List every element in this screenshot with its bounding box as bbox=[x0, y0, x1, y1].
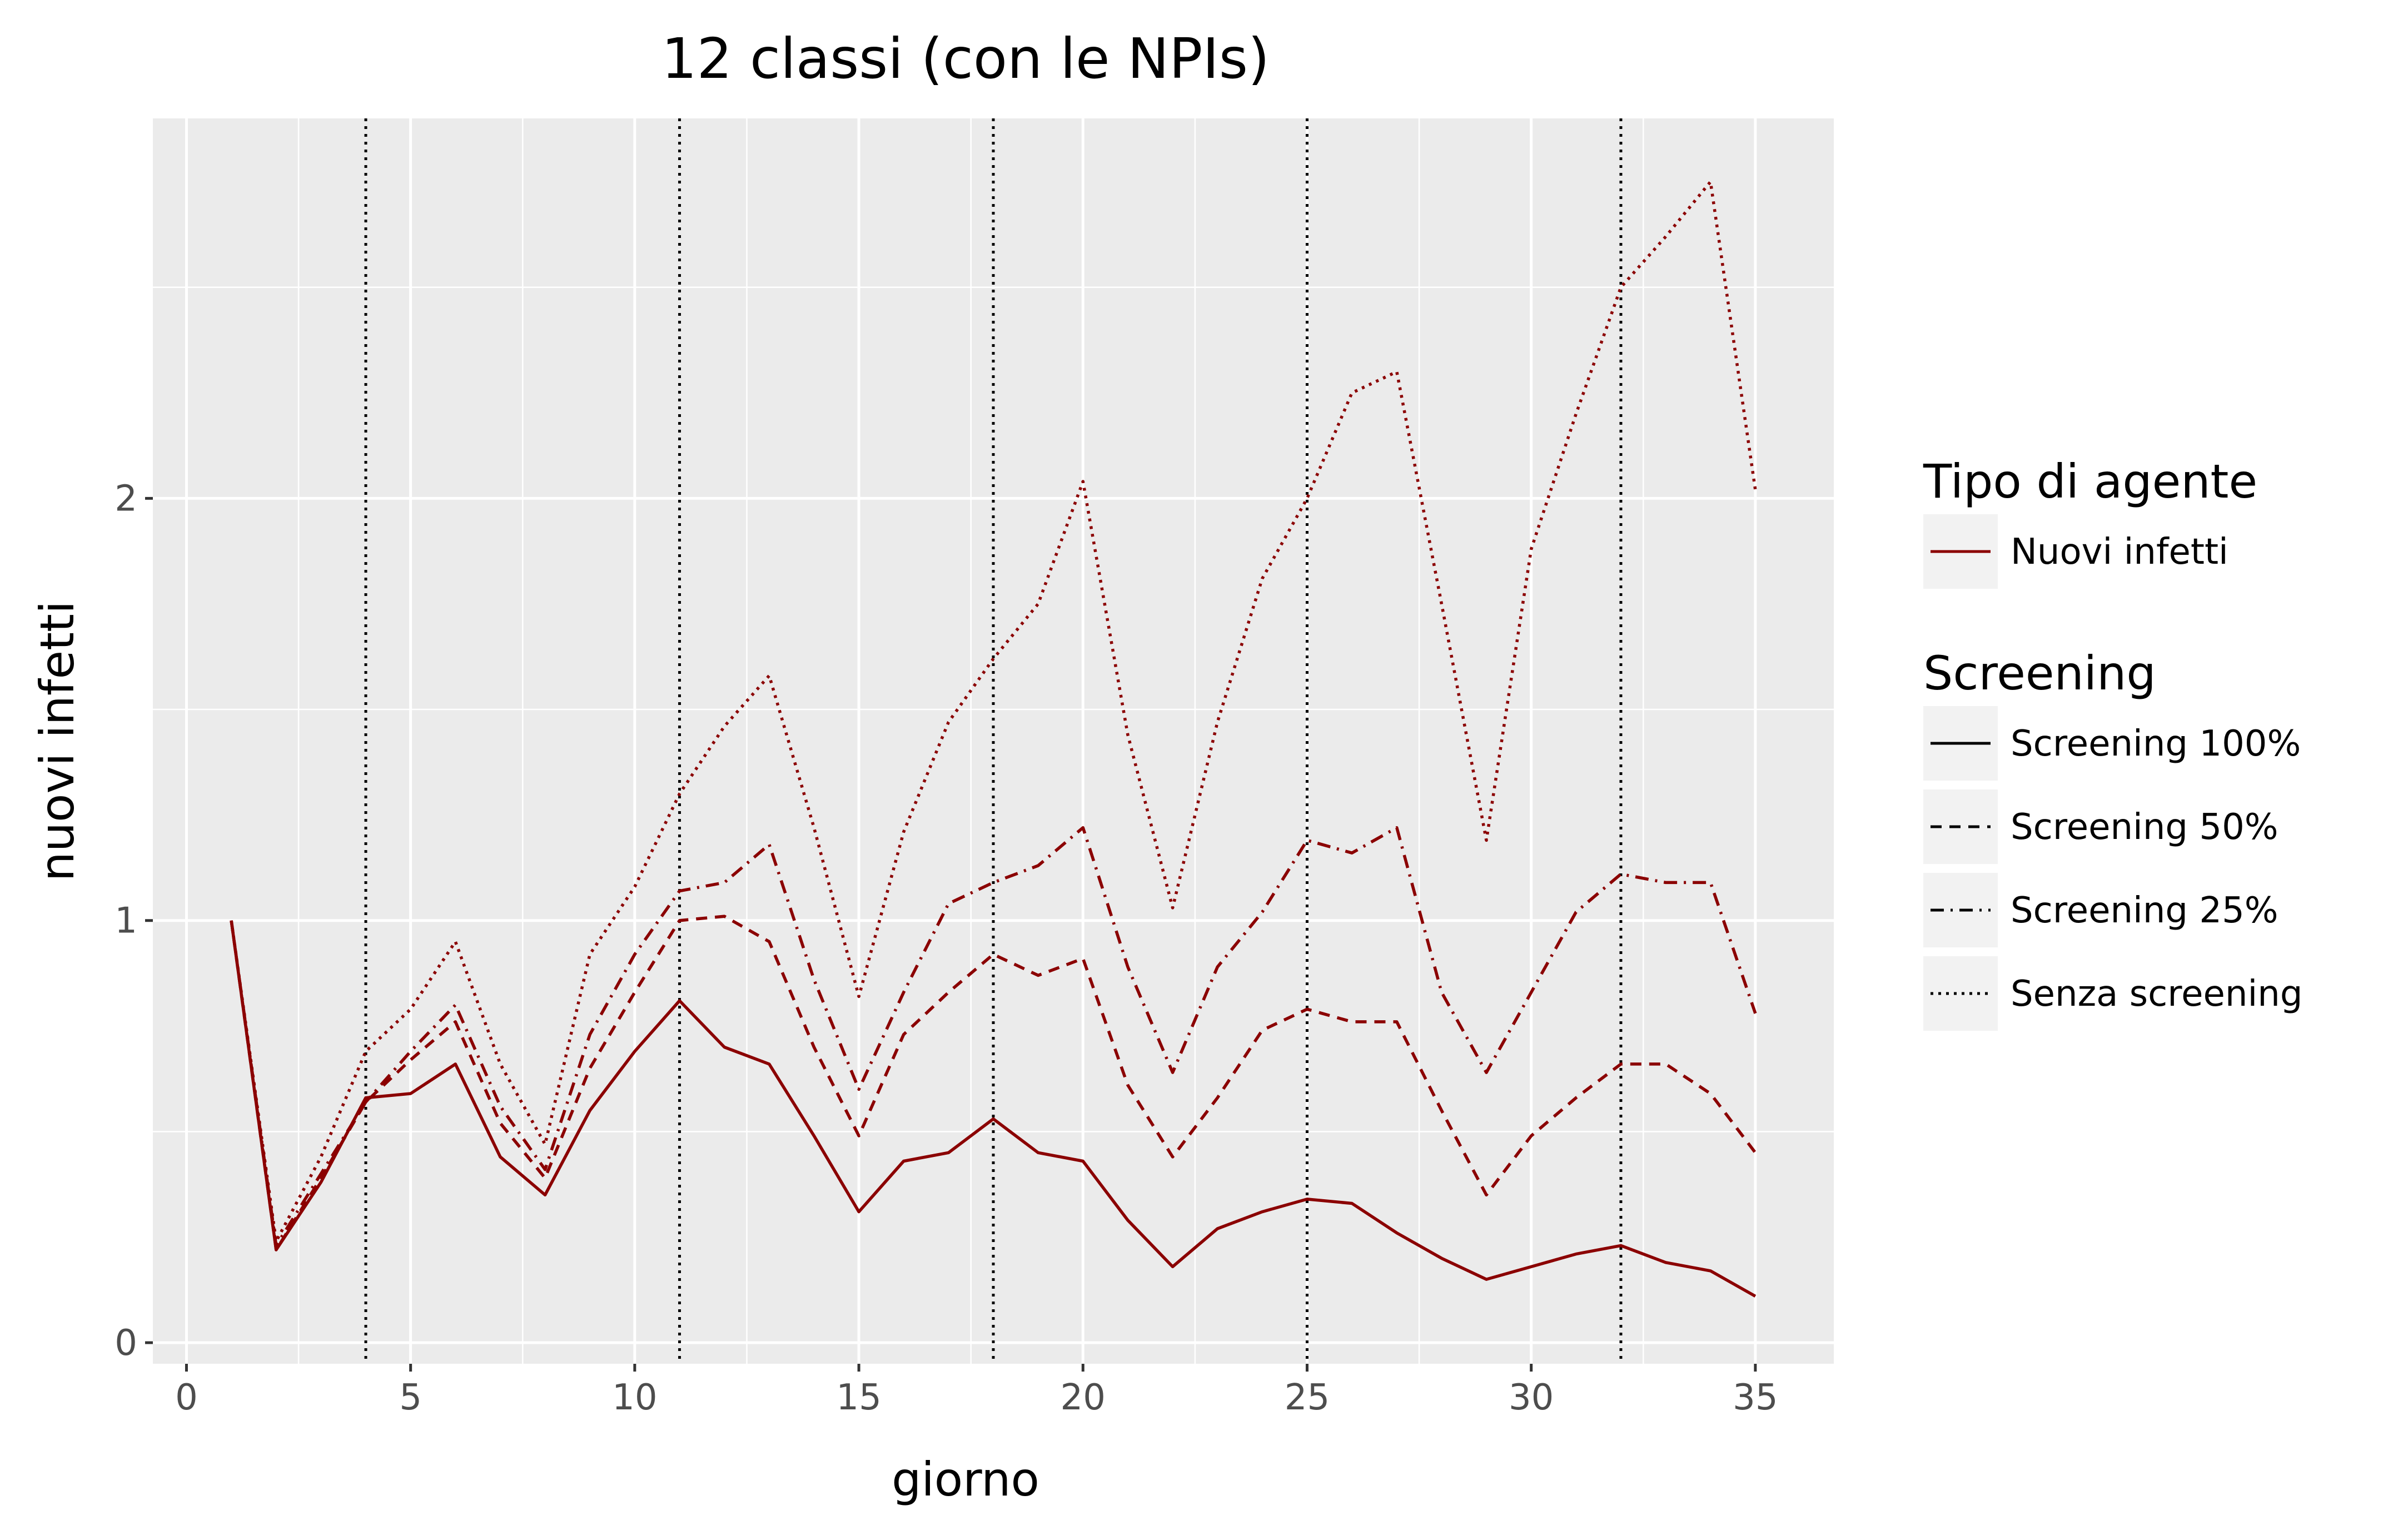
y-tick-label: 2 bbox=[115, 478, 137, 519]
x-tick-label: 25 bbox=[1285, 1377, 1330, 1418]
legend-title-agent: Tipo di agente bbox=[1923, 454, 2257, 509]
series-line-dashdot bbox=[230, 826, 1757, 1248]
x-tick-label: 0 bbox=[175, 1377, 198, 1418]
x-tick-label: 15 bbox=[836, 1377, 881, 1418]
reference-vlines bbox=[364, 118, 1623, 1364]
legend-label-screening: Screening 100% bbox=[2011, 723, 2301, 764]
series-lines bbox=[230, 180, 1757, 1298]
series-line-dashed bbox=[230, 915, 1757, 1251]
y-tick-label: 0 bbox=[115, 1323, 137, 1364]
legend: Tipo di agente Nuovi infetti Screening S… bbox=[1923, 454, 2302, 1031]
x-tick-label: 20 bbox=[1061, 1377, 1106, 1418]
legend-label-screening: Screening 25% bbox=[2011, 890, 2278, 931]
series-line-solid bbox=[230, 920, 1757, 1298]
x-tick-label: 30 bbox=[1509, 1377, 1554, 1418]
legend-label-screening: Screening 50% bbox=[2011, 807, 2278, 848]
legend-title-screening: Screening bbox=[1923, 646, 2156, 701]
legend-screening-items: Screening 100% Screening 50% Screening 25%… bbox=[1923, 706, 2302, 1031]
minor-gridlines bbox=[153, 118, 1834, 1364]
chart-title: 12 classi (con le NPIs) bbox=[661, 26, 1270, 91]
series-line-dotted bbox=[230, 180, 1757, 1243]
x-tick-label: 35 bbox=[1733, 1377, 1778, 1418]
x-tick-label: 5 bbox=[399, 1377, 422, 1418]
y-axis-title: nuovi infetti bbox=[30, 601, 84, 882]
x-axis-ticks: 0 5 10 15 20 25 30 35 bbox=[175, 1364, 1778, 1418]
legend-label-screening: Senza screening bbox=[2011, 973, 2302, 1015]
x-tick-label: 10 bbox=[612, 1377, 657, 1418]
y-tick-label: 1 bbox=[115, 901, 137, 942]
y-axis-ticks: 0 1 2 bbox=[115, 478, 153, 1364]
legend-label-agent: Nuovi infetti bbox=[2011, 531, 2228, 573]
x-axis-title: giorno bbox=[892, 1452, 1039, 1507]
